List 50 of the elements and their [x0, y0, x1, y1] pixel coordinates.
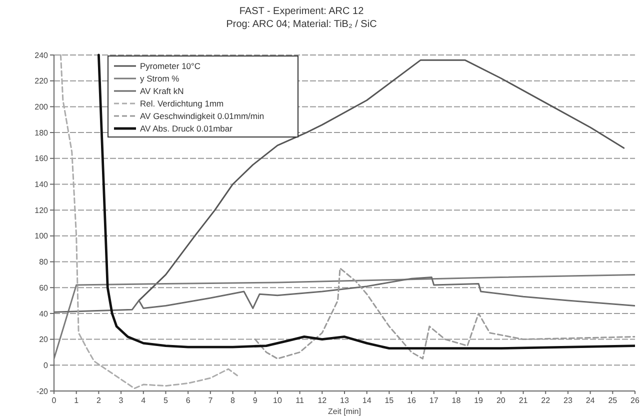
x-tick-label: 5 [164, 396, 169, 405]
x-tick-label: 25 [608, 396, 618, 405]
x-tick-label: 23 [564, 396, 573, 405]
y-tick-label: 220 [34, 76, 49, 86]
x-tick-label: 16 [407, 396, 417, 405]
x-tick-label: 9 [252, 396, 258, 405]
y-tick-label: 200 [34, 102, 49, 112]
x-tick-label: 7 [208, 396, 214, 405]
legend-label: AV Kraft kN [140, 86, 184, 96]
chart-subtitle: Prog: ARC 04; Material: TiB₂ / SiC [226, 19, 377, 30]
chart-title: FAST - Experiment: ARC 12 [239, 6, 364, 17]
legend-label: Pyrometer 10°C [140, 60, 201, 71]
x-tick-label: 26 [630, 396, 640, 405]
x-axis-title: Zeit [min] [328, 407, 361, 416]
x-tick-label: 11 [296, 396, 305, 405]
y-tick-label: 140 [34, 180, 49, 190]
x-tick-label: 14 [362, 396, 372, 405]
x-tick-label: 12 [318, 396, 328, 405]
x-tick-label: 1 [74, 396, 80, 405]
x-tick-label: 18 [452, 396, 462, 405]
x-tick-label: 15 [384, 396, 394, 405]
y-tick-label: 0 [44, 360, 49, 370]
x-tick-label: 22 [541, 396, 551, 405]
x-tick-label: 0 [52, 396, 57, 405]
y-tick-label: 40 [39, 309, 49, 318]
legend-label: y Strom % [140, 73, 180, 84]
y-tick-label: 20 [39, 335, 49, 344]
x-tick-label: 24 [586, 396, 596, 405]
x-tick-label: 2 [96, 396, 102, 405]
y-tick-label: 120 [34, 206, 49, 215]
y-tick-label: 240 [34, 50, 49, 60]
x-tick-label: 3 [118, 396, 124, 405]
x-tick-label: 13 [340, 396, 350, 405]
x-tick-label: 4 [141, 396, 146, 405]
x-tick-label: 8 [230, 396, 236, 405]
legend-label: Rel. Verdichtung 1mm [140, 98, 224, 108]
y-tick-label: 60 [39, 283, 49, 292]
y-tick-label: 180 [34, 128, 49, 138]
legend-label: AV Geschwindigkeit 0.01mm/min [140, 110, 264, 121]
y-tick-label: 160 [34, 154, 49, 164]
y-tick-label: 100 [34, 232, 49, 241]
x-tick-label: 19 [474, 396, 484, 405]
x-tick-label: 17 [429, 396, 439, 405]
y-tick-label: -20 [36, 386, 49, 396]
x-tick-label: 21 [518, 396, 528, 405]
x-tick-label: 20 [496, 396, 506, 405]
x-tick-label: 10 [273, 396, 282, 405]
legend-label: AV Abs. Druck 0.01mbar [140, 123, 233, 134]
x-tick-label: 6 [186, 396, 191, 405]
y-tick-label: 80 [39, 258, 49, 267]
